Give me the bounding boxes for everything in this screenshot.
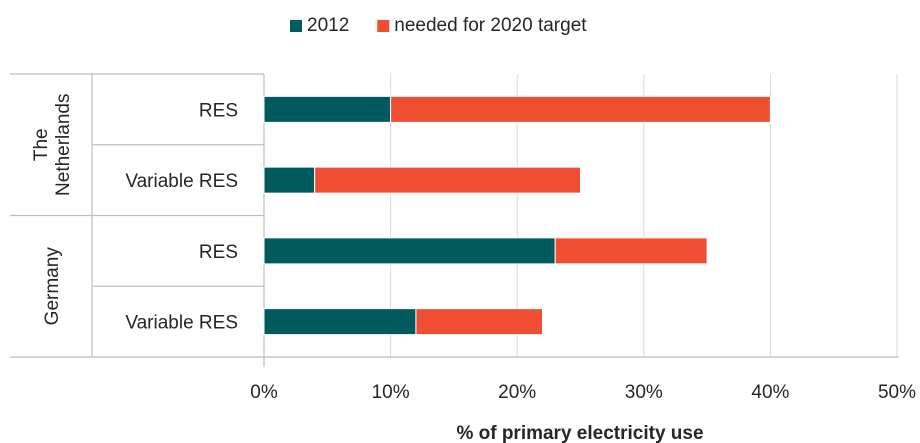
bar-needed-for-2020-target: [390, 95, 771, 123]
x-tick-label: 20%: [498, 382, 536, 403]
x-tick-label: 40%: [751, 382, 789, 403]
bar-needed-for-2020-target: [554, 237, 708, 265]
bars: [263, 95, 771, 336]
legend-swatch: [290, 20, 302, 32]
legend-label: 2012: [307, 15, 349, 36]
bar-needed-for-2020-target: [415, 308, 544, 336]
bar-needed-for-2020-target: [314, 166, 581, 194]
group-label: TheNetherlands: [31, 94, 74, 196]
x-tick-label: 50%: [878, 382, 916, 403]
x-tick-label: 30%: [625, 382, 663, 403]
category-label: RES: [199, 242, 238, 263]
category-label: RES: [199, 100, 238, 121]
bar-2012: [263, 237, 556, 265]
x-tick-labels: 0% 10% 20% 30% 40% 50%: [250, 382, 916, 403]
bar-2012: [263, 308, 417, 336]
legend: 2012 needed for 2020 target: [290, 15, 587, 36]
category-label: Variable RES: [125, 171, 238, 192]
x-tick-label: 10%: [372, 382, 410, 403]
category-labels: RES Variable RES RES Variable RES: [125, 100, 238, 333]
group-label: Germany: [42, 247, 63, 326]
bar-2012: [263, 166, 316, 194]
bar-2012: [263, 95, 392, 123]
x-axis-title: % of primary electricity use: [456, 423, 703, 443]
category-label: Variable RES: [125, 313, 238, 334]
legend-swatch: [377, 20, 390, 32]
x-tick-label: 0%: [250, 382, 278, 403]
group-labels: TheNetherlands Germany: [31, 94, 74, 326]
legend-label: needed for 2020 target: [394, 15, 587, 36]
